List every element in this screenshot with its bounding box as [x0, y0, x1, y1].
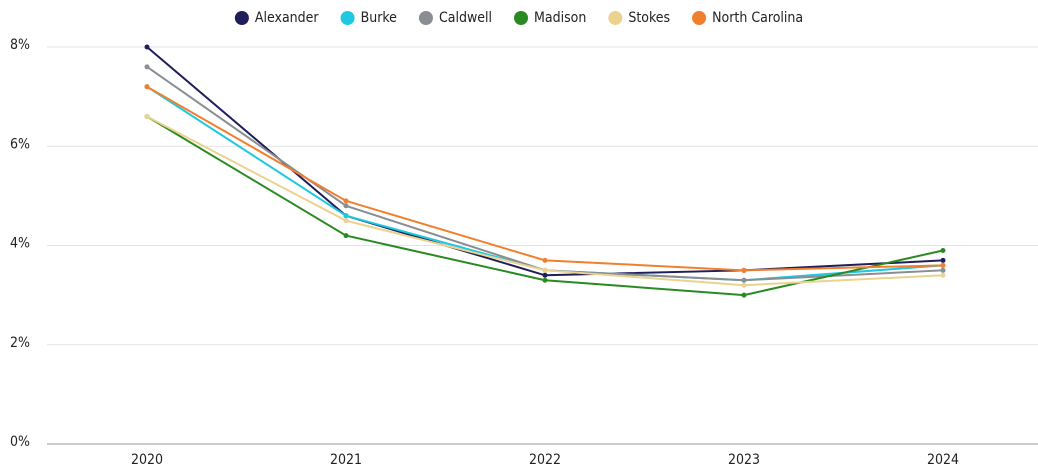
- point: [940, 267, 946, 273]
- legend-marker: [692, 11, 707, 25]
- x-tick-label: 2022: [529, 452, 561, 467]
- point: [940, 272, 946, 278]
- point: [144, 64, 150, 70]
- point: [741, 277, 747, 283]
- legend-label: Burke: [361, 10, 398, 26]
- point: [144, 113, 150, 119]
- legend-label: North Carolina: [712, 10, 803, 26]
- point: [144, 44, 150, 50]
- series-line: [146, 46, 944, 277]
- point: [343, 218, 349, 224]
- series-line: [146, 66, 944, 282]
- point: [741, 292, 747, 298]
- point: [144, 84, 150, 90]
- point: [741, 267, 747, 273]
- point: [343, 203, 349, 209]
- point: [542, 272, 548, 278]
- legend-label: Madison: [534, 10, 586, 26]
- x-tick-label: 2023: [728, 452, 760, 467]
- legend-marker: [340, 11, 355, 25]
- y-tick-label: 8%: [10, 37, 30, 53]
- point: [343, 198, 349, 204]
- point: [542, 277, 548, 283]
- legend-label: Caldwell: [439, 10, 492, 26]
- point: [343, 213, 349, 219]
- y-tick-label: 4%: [10, 236, 30, 252]
- legend-label: Alexander: [255, 10, 320, 26]
- legend: Alexander Burke Caldwell Madison Stokes North…: [234, 10, 803, 26]
- point: [542, 267, 548, 273]
- legend-marker: [514, 11, 529, 25]
- y-tick-label: 0%: [10, 434, 30, 450]
- point: [542, 257, 548, 263]
- legend-label: Stokes: [628, 10, 670, 26]
- point: [741, 282, 747, 288]
- x-tick-label: 2021: [330, 452, 362, 467]
- point: [940, 262, 946, 268]
- y-tick-label: 2%: [10, 335, 30, 351]
- legend-marker: [234, 11, 249, 25]
- point: [343, 233, 349, 239]
- series-line: [146, 85, 944, 282]
- y-tick-label: 6%: [10, 136, 30, 152]
- x-tick-label: 2024: [927, 452, 959, 467]
- point: [940, 247, 946, 253]
- legend-marker: [418, 11, 433, 25]
- x-tick-label: 2020: [131, 452, 163, 467]
- legend-marker: [608, 11, 623, 25]
- point: [940, 257, 946, 263]
